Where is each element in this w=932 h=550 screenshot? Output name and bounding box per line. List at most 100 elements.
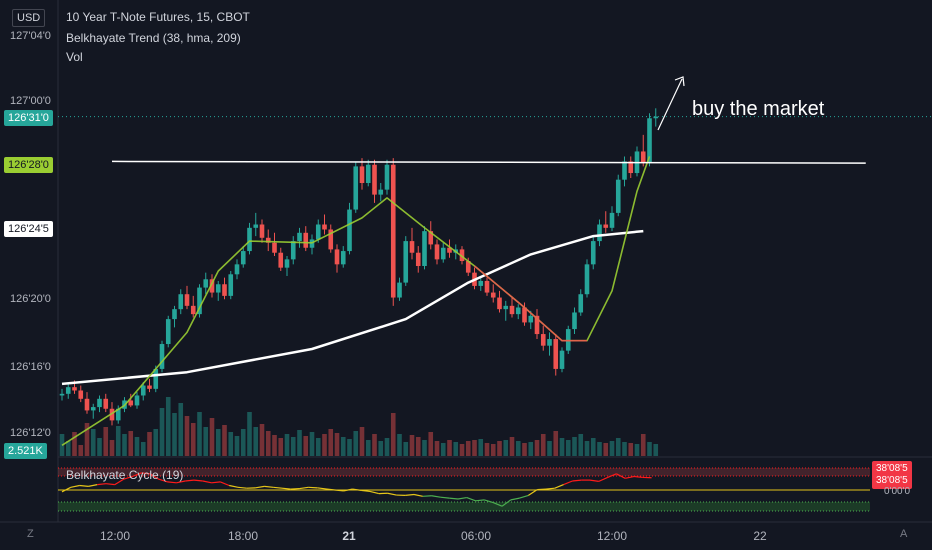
indicator-trend-label[interactable]: Belkhayate Trend (38, hma, 209) <box>66 31 241 45</box>
volume-bar <box>653 444 659 456</box>
cycle-line-segment <box>457 496 467 500</box>
candle-body <box>447 247 452 253</box>
currency-button[interactable]: USD <box>12 9 46 27</box>
cycle-line-segment <box>290 487 300 490</box>
candle-body <box>622 161 627 180</box>
candle-body <box>459 249 465 262</box>
candle-body <box>553 339 559 369</box>
candle-body <box>384 164 390 190</box>
volume-bar <box>372 434 377 456</box>
cycle-line-segment <box>176 480 186 484</box>
candle-body <box>515 307 521 315</box>
cycle-line-segment <box>589 479 599 482</box>
time-tick: 12:00 <box>596 529 628 543</box>
candle-body <box>228 274 234 296</box>
cycle-oversold-band <box>58 502 870 511</box>
cycle-zero-label: 0'00'0 <box>884 486 911 497</box>
cycle-param: (19) <box>162 468 184 482</box>
volume-bar <box>365 440 371 456</box>
cycle-line-segment <box>554 484 564 489</box>
candle-body <box>490 292 496 298</box>
cycle-line-segment <box>202 480 212 484</box>
cycle-line-segment <box>405 493 415 496</box>
volume-bar <box>622 442 627 456</box>
cycle-line-segment <box>308 486 318 489</box>
volume-bar <box>172 413 177 456</box>
candle-body <box>503 305 509 310</box>
volume-bar <box>609 441 615 456</box>
symbol-title[interactable]: 10 Year T-Note Futures, 15, CBOT <box>66 10 250 24</box>
volume-bar <box>134 437 140 456</box>
candle-body <box>353 166 359 210</box>
candle-body <box>115 408 121 421</box>
volume-bar <box>278 438 284 456</box>
candle-body <box>547 339 552 346</box>
cycle-overbought-band <box>58 468 870 476</box>
cycle-line-segment <box>61 486 72 493</box>
volume-bar <box>428 432 434 456</box>
volume-bar <box>459 444 465 456</box>
cycle-indicator-label[interactable]: Belkhayate Cycle (19) <box>66 468 183 482</box>
cycle-line-segment <box>616 473 626 479</box>
cycle-badge-2: 38'08'5 <box>872 473 912 489</box>
cycle-line-segment <box>369 490 379 495</box>
cycle-line-segment <box>537 488 547 491</box>
candle-body <box>484 280 490 293</box>
volume-bar <box>222 425 227 456</box>
cycle-line-segment <box>141 472 151 475</box>
volume-bar <box>640 434 646 456</box>
cycle-line-segment <box>413 493 423 497</box>
volume-bar <box>559 438 565 456</box>
candle-body <box>597 224 602 242</box>
candle-body <box>259 224 265 238</box>
cycle-line-segment <box>361 489 371 493</box>
volume-bar <box>259 424 265 456</box>
candle-body <box>559 350 565 369</box>
volume-bar <box>409 435 415 456</box>
volume-bar <box>128 431 134 456</box>
cycle-line-segment <box>334 489 344 492</box>
candle-body <box>603 224 609 228</box>
volume-bar <box>309 432 315 456</box>
volume-bar <box>272 435 277 456</box>
volume-bar <box>253 427 259 456</box>
price-tick: 126'20'0 <box>10 293 51 305</box>
candle-body <box>409 241 415 253</box>
candle-body <box>403 241 409 283</box>
cycle-line-segment <box>352 488 362 491</box>
volume-bar <box>484 443 490 456</box>
volume-bar <box>553 431 559 456</box>
current-price-badge: 126'31'0 <box>4 110 53 126</box>
cycle-line-segment <box>229 484 239 488</box>
volume-bar <box>584 441 590 456</box>
volume-bar <box>415 437 421 456</box>
volume-bar <box>178 403 184 456</box>
cycle-line-segment <box>501 499 512 507</box>
volume-bar <box>403 442 409 456</box>
cycle-line-segment <box>79 484 89 487</box>
volume-bar <box>522 443 527 456</box>
price-tick: 127'00'0 <box>10 95 51 107</box>
candle-body <box>578 294 584 313</box>
volume-bar <box>65 441 71 456</box>
candle-body <box>328 229 334 250</box>
candle-body <box>340 251 346 265</box>
candle-body <box>540 334 546 346</box>
candle-body <box>615 179 621 213</box>
candle-body <box>90 407 96 411</box>
trend-white-badge: 126'24'5 <box>4 221 53 237</box>
cycle-line-segment <box>97 483 107 486</box>
cycle-title: Belkhayate Cycle <box>66 468 159 482</box>
indicator-volume-label[interactable]: Vol <box>66 50 83 64</box>
zoom-reset-button[interactable]: Z <box>27 528 34 540</box>
auto-scale-button[interactable]: A <box>900 528 908 540</box>
volume-bar <box>634 444 640 456</box>
cycle-line-segment <box>132 472 142 478</box>
candle-body <box>347 209 352 252</box>
candle-body <box>290 241 296 260</box>
volume-bar <box>359 427 365 456</box>
cycle-line-segment <box>211 481 221 484</box>
cycle-line-segment <box>281 487 291 490</box>
candle-body <box>590 241 596 265</box>
